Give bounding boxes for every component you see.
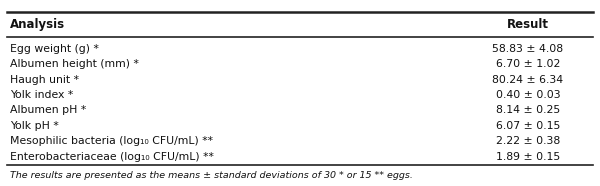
Text: Egg weight (g) *: Egg weight (g) * (10, 44, 99, 54)
Text: The results are presented as the means ± standard deviations of 30 * or 15 ** eg: The results are presented as the means ±… (10, 171, 413, 180)
Text: Enterobacteriaceae (log₁₀ CFU/mL) **: Enterobacteriaceae (log₁₀ CFU/mL) ** (10, 152, 214, 162)
Text: 1.89 ± 0.15: 1.89 ± 0.15 (496, 152, 560, 162)
Text: Haugh unit *: Haugh unit * (10, 75, 79, 85)
Text: 58.83 ± 4.08: 58.83 ± 4.08 (493, 44, 563, 54)
Text: Yolk index *: Yolk index * (10, 90, 73, 100)
Text: 0.40 ± 0.03: 0.40 ± 0.03 (496, 90, 560, 100)
Text: 2.22 ± 0.38: 2.22 ± 0.38 (496, 136, 560, 146)
Text: 6.70 ± 1.02: 6.70 ± 1.02 (496, 59, 560, 69)
Text: Result: Result (507, 18, 549, 31)
Text: Albumen height (mm) *: Albumen height (mm) * (10, 59, 139, 69)
Text: Albumen pH *: Albumen pH * (10, 105, 86, 116)
Text: Analysis: Analysis (10, 18, 65, 31)
Text: 6.07 ± 0.15: 6.07 ± 0.15 (496, 121, 560, 131)
Text: 8.14 ± 0.25: 8.14 ± 0.25 (496, 105, 560, 116)
Text: Mesophilic bacteria (log₁₀ CFU/mL) **: Mesophilic bacteria (log₁₀ CFU/mL) ** (10, 136, 213, 146)
Text: 80.24 ± 6.34: 80.24 ± 6.34 (493, 75, 563, 85)
Text: Yolk pH *: Yolk pH * (10, 121, 59, 131)
